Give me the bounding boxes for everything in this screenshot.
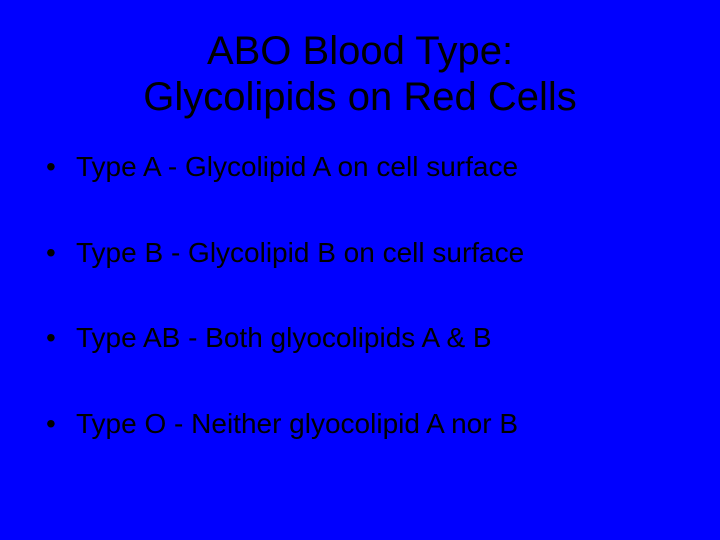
bullet-text: Type AB - Both glyocolipids A & B: [76, 322, 492, 353]
bullet-text: Type A - Glycolipid A on cell surface: [76, 151, 518, 182]
bullet-text: Type B - Glycolipid B on cell surface: [76, 237, 524, 268]
bullet-item: Type B - Glycolipid B on cell surface: [46, 236, 680, 270]
slide-title: ABO Blood Type: Glycolipids on Red Cells: [40, 28, 680, 120]
title-line-2: Glycolipids on Red Cells: [143, 75, 577, 119]
bullet-list: Type A - Glycolipid A on cell surface Ty…: [46, 150, 680, 440]
title-line-1: ABO Blood Type:: [207, 29, 513, 73]
bullet-text: Type O - Neither glyocolipid A nor B: [76, 408, 518, 439]
slide: ABO Blood Type: Glycolipids on Red Cells…: [0, 0, 720, 540]
bullet-item: Type O - Neither glyocolipid A nor B: [46, 407, 680, 441]
bullet-item: Type A - Glycolipid A on cell surface: [46, 150, 680, 184]
bullet-item: Type AB - Both glyocolipids A & B: [46, 321, 680, 355]
